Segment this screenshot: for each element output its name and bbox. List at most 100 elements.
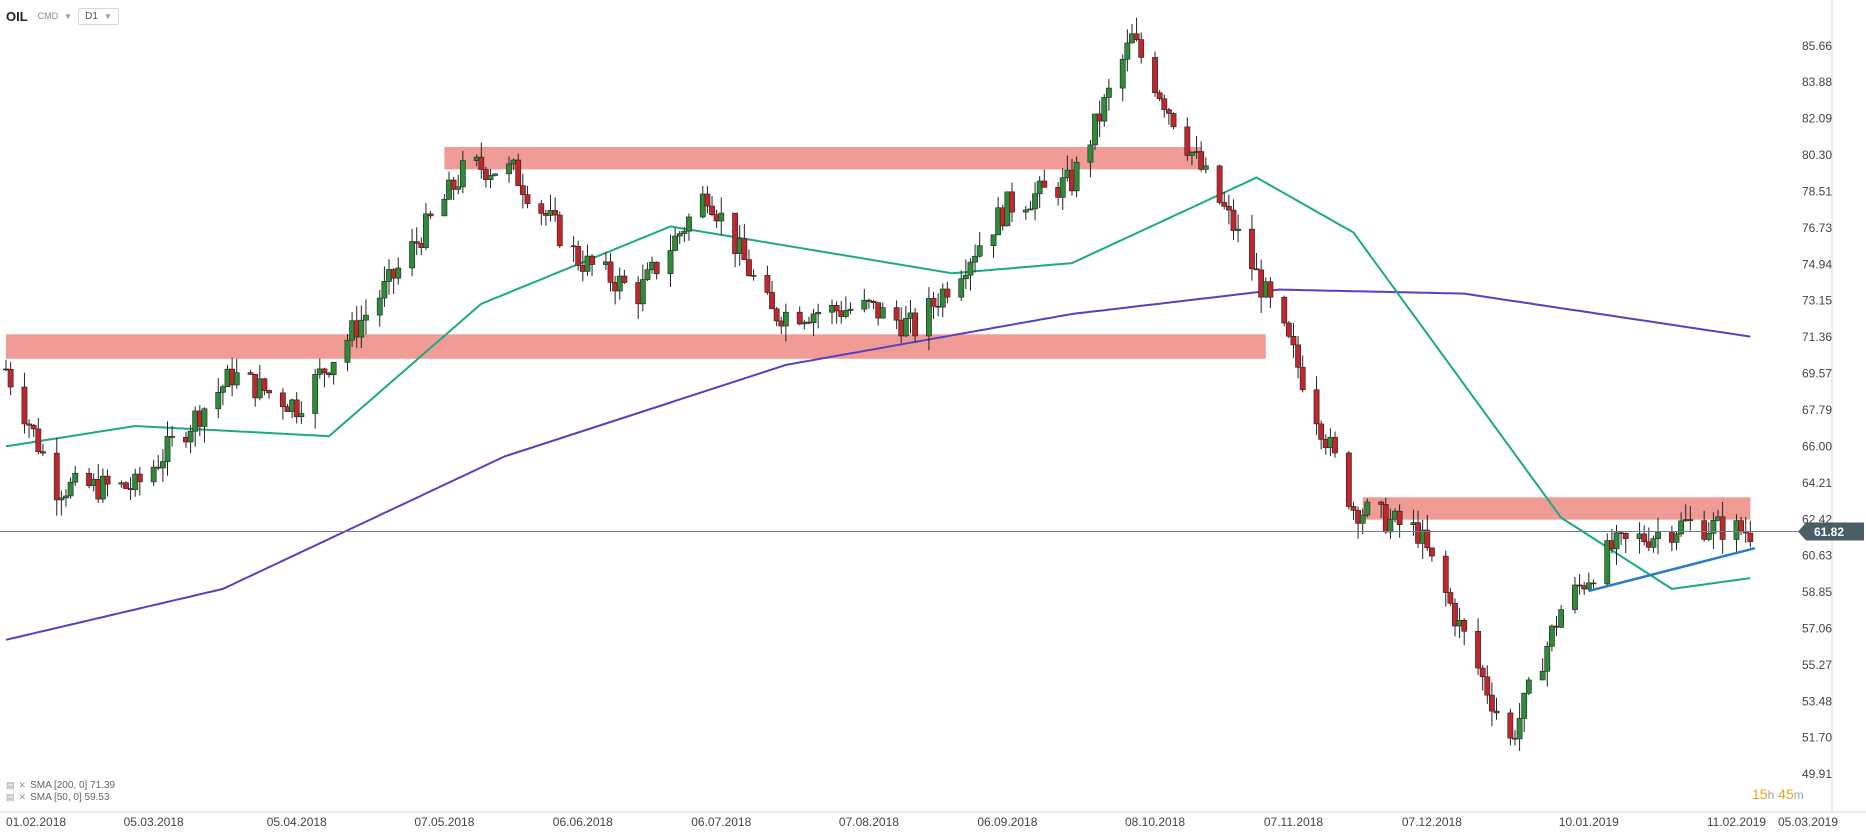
candle-body [962,274,969,280]
candle-body [1572,584,1578,610]
candle-body [833,305,840,312]
symbol-dropdown-icon[interactable]: ▼ [64,11,73,21]
candle-body [423,213,429,248]
x-tick-label: 06.07.2018 [691,815,751,829]
indicator-settings-icon[interactable]: ▤ [6,792,15,802]
candle-body [1673,533,1680,543]
sma200-line [5,288,1751,641]
timeframe-select[interactable]: D1 ▼ [78,7,119,25]
candle-body [1285,322,1292,337]
x-tick-label: 10.01.2019 [1559,815,1619,829]
candle-body [1249,228,1255,270]
legend-sma200[interactable]: ▤ ✕ SMA [200, 0] 71.39 [6,780,115,791]
candle-body [1429,547,1435,557]
x-tick-label: 07.11.2018 [1264,815,1323,829]
candle-body [667,250,674,275]
x-tick-label: 08.10.2018 [1125,815,1185,829]
y-tick-label: 73.15 [1802,294,1832,308]
candle-body [455,186,462,190]
candle-body [298,413,305,418]
candle-body [150,466,157,483]
candle-body [53,452,60,501]
candle-body [1364,501,1371,516]
candle-body [1198,151,1205,170]
candle-body [450,179,457,190]
candle-body [796,311,803,325]
candle-body [312,374,319,414]
candle-body [870,301,877,303]
candle-body [704,193,711,207]
candle-body [1747,532,1754,543]
candle-body [1710,520,1717,534]
candle-body [944,288,951,298]
candle-body [1318,423,1325,440]
candle-body [773,308,780,322]
candle-body [266,390,272,394]
x-tick-label: 11.02.2019 [1707,815,1766,829]
candle-body [607,261,614,283]
candle-body [478,156,485,170]
candle-body [35,428,42,452]
candle-body [1484,676,1491,696]
candle-body [972,255,978,263]
countdown-minutes: 45 [1778,786,1794,802]
candle-body [100,475,106,500]
candle-body [810,313,817,324]
candle-body [1073,161,1080,192]
candle-body [1009,191,1015,213]
candle-body [552,210,559,216]
candle-body [506,163,512,175]
candle-body [1558,609,1565,628]
candle-body [159,461,166,469]
candle-body [1027,208,1034,211]
candle-body [616,275,623,292]
candle-body [67,481,74,497]
candle-body [72,472,79,483]
candle-body [815,311,822,315]
candle-body [58,497,65,501]
candle-body [358,319,365,338]
indicator-remove-icon[interactable]: ✕ [18,780,27,790]
candle-body [1022,209,1029,213]
indicator-remove-icon[interactable]: ✕ [18,792,27,802]
candle-body [63,495,69,499]
candle-body [902,318,909,337]
candle-body [492,173,499,176]
candle-body [1281,296,1288,324]
candle-body [1032,193,1038,210]
candle-body [233,372,240,386]
candle-body [686,216,692,232]
candle-body [169,436,176,438]
y-tick-label: 78.51 [1802,185,1832,199]
ascending-trendline [1588,546,1756,593]
sma50-line [5,176,1751,590]
timeframe-chevron-down-icon: ▼ [103,11,112,21]
candle-body [1230,209,1237,231]
candle-body [1350,506,1357,511]
candle-body [1521,692,1528,719]
candle-body [1267,281,1274,298]
candle-body [1345,452,1352,507]
market-label: CMD [37,11,59,21]
candle-body [7,368,14,388]
candle-body [395,267,402,279]
legend-sma50[interactable]: ▤ ✕ SMA [50, 0] 59.53 [6,792,110,803]
y-tick-label: 66.00 [1802,439,1832,453]
candle-body [1613,532,1620,550]
candle-body [1641,533,1648,543]
y-tick-label: 80.30 [1802,148,1832,162]
x-tick-label: 07.05.2018 [414,815,474,829]
y-tick-label: 74.94 [1802,257,1832,271]
candle-body [376,297,383,316]
candle-body [427,213,434,217]
candle-body [483,169,489,180]
candle-body [967,261,974,276]
candle-body [321,368,328,374]
indicator-settings-icon[interactable]: ▤ [6,780,15,790]
candle-body [879,307,886,319]
candle-body [1184,126,1191,156]
candle-body [750,275,757,277]
candle-body [409,241,415,269]
candle-body [1202,165,1209,170]
